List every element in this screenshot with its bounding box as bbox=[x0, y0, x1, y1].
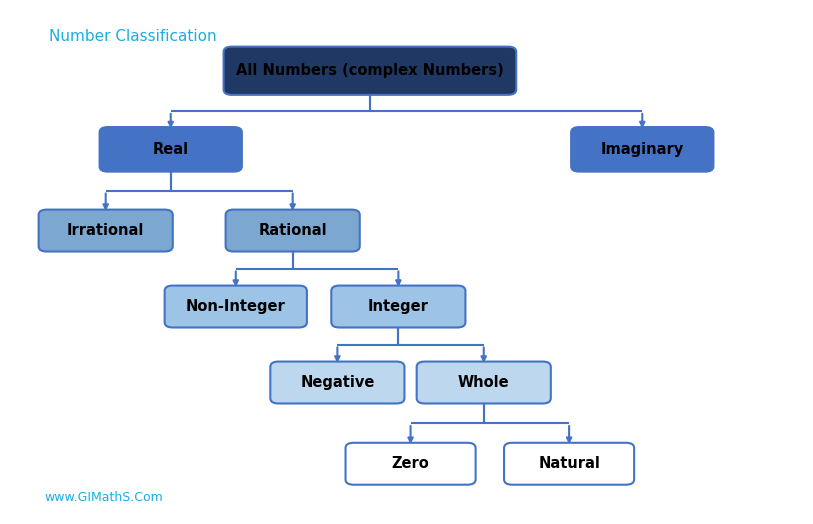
Text: All Numbers (complex Numbers): All Numbers (complex Numbers) bbox=[236, 63, 504, 78]
FancyBboxPatch shape bbox=[39, 210, 172, 252]
Text: Negative: Negative bbox=[300, 375, 375, 390]
FancyBboxPatch shape bbox=[332, 286, 465, 328]
FancyBboxPatch shape bbox=[224, 47, 516, 95]
FancyBboxPatch shape bbox=[571, 127, 714, 172]
Text: Natural: Natural bbox=[538, 456, 600, 471]
Text: Irrational: Irrational bbox=[67, 223, 145, 238]
FancyBboxPatch shape bbox=[164, 286, 307, 328]
Text: Number Classification: Number Classification bbox=[49, 29, 216, 44]
Text: Zero: Zero bbox=[392, 456, 429, 471]
FancyBboxPatch shape bbox=[504, 443, 634, 485]
Text: www.GIMathS.Com: www.GIMathS.Com bbox=[45, 491, 163, 504]
FancyBboxPatch shape bbox=[346, 443, 476, 485]
FancyBboxPatch shape bbox=[225, 210, 359, 252]
FancyBboxPatch shape bbox=[416, 362, 551, 403]
Text: Whole: Whole bbox=[458, 375, 510, 390]
Text: Integer: Integer bbox=[368, 299, 428, 314]
Text: Rational: Rational bbox=[259, 223, 327, 238]
Text: Real: Real bbox=[153, 142, 189, 157]
Text: Imaginary: Imaginary bbox=[601, 142, 684, 157]
FancyBboxPatch shape bbox=[100, 127, 242, 172]
FancyBboxPatch shape bbox=[270, 362, 404, 403]
Text: Non-Integer: Non-Integer bbox=[186, 299, 285, 314]
